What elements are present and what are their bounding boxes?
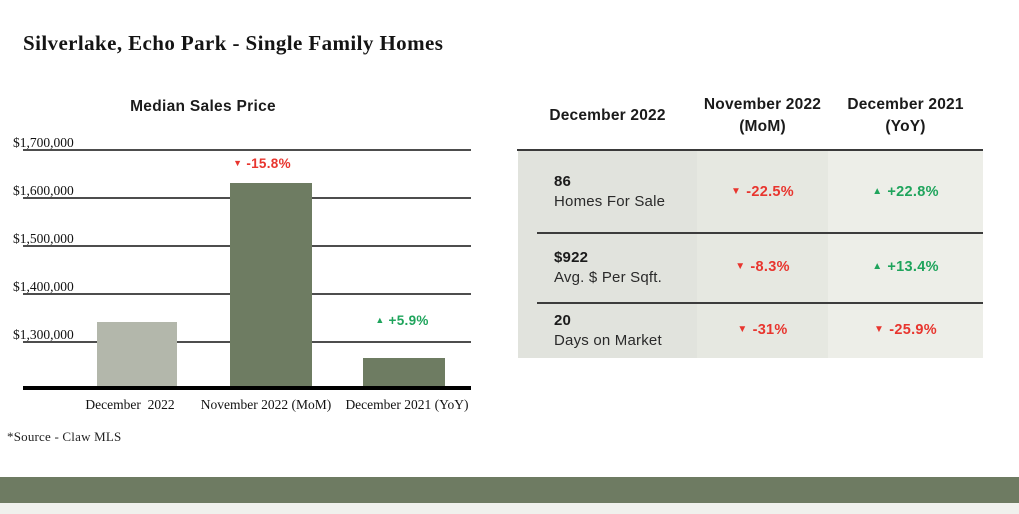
source-note: *Source - Claw MLS [7,429,122,444]
table-row-avg-per-sqft: $922 Avg. $ Per Sqft. ▼ -8.3% ▲ +13.4% [518,232,983,302]
mom-change-value: -8.3% [750,259,790,275]
table-header-line1: November 2022 [703,96,822,113]
arrow-down-icon: ▼ [233,158,243,168]
mom-change-cell: ▼ -8.3% [697,232,828,302]
mom-change-cell: ▼ -22.5% [697,151,828,232]
x-axis-baseline [23,386,471,390]
x-axis-label-november-2022-mom: November 2022 (MoM) [200,397,332,412]
yoy-change: ▲ +13.4% [872,259,939,275]
table-header-november-2022: November 2022 (MoM) [697,86,828,146]
y-axis-tick-label: $1,400,000 [13,279,74,294]
yoy-change-cell: ▲ +13.4% [828,232,983,302]
x-axis-label-december-2021-yoy: December 2021 (YoY) [345,397,469,412]
table-header-line2: (MoM) [739,118,786,135]
arrow-up-icon: ▲ [872,185,883,197]
metric-cell-avg-per-sqft: $922 Avg. $ Per Sqft. [518,232,697,302]
bar-november-2022-mom [230,182,312,390]
stats-table-header: December 2022 November 2022 (MoM) December … [518,86,983,146]
row-separator [537,302,983,304]
metric-value: $922 [554,248,589,266]
yoy-change-cell: ▲ +22.8% [828,151,983,232]
arrow-down-icon: ▼ [874,324,885,335]
gridline [23,149,471,151]
change-annotation-december-2021-yoy: ▲ +5.9% [375,313,428,328]
table-column-background [828,151,983,358]
change-annotation-value: +5.9% [388,313,429,328]
arrow-up-icon: ▲ [375,315,385,325]
metric-value: 86 [554,173,572,190]
mom-change: ▼ -22.5% [731,184,794,200]
metric-label: Avg. $ Per Sqft. [554,268,662,286]
change-annotation-november-2022-mom: ▼ -15.8% [233,156,291,171]
arrow-down-icon: ▼ [737,324,748,335]
arrow-up-icon: ▲ [872,261,883,272]
metric-cell-homes-for-sale: 86 Homes For Sale [518,151,697,232]
yoy-change: ▼ -25.9% [874,322,937,338]
footer-band [0,477,1019,503]
table-top-border [517,149,983,151]
y-axis-tick-label: $1,700,000 [13,135,74,150]
table-row-homes-for-sale: 86 Homes For Sale ▼ -22.5% ▲ +22.8% [518,151,983,232]
arrow-down-icon: ▼ [735,261,746,272]
yoy-change-value: +22.8% [887,183,939,200]
row-separator [537,232,983,234]
y-axis-tick-label: $1,500,000 [13,231,74,246]
mom-change: ▼ -31% [737,322,787,338]
metric-value: 20 [554,311,572,329]
metric-label: Days on Market [554,331,662,349]
table-header-line2: (YoY) [885,118,926,135]
footer-strip [0,503,1019,514]
table-header-december-2021: December 2021 (YoY) [828,86,983,146]
bar-december-2021-yoy [363,357,445,390]
mom-change-value: -22.5% [746,183,794,200]
metric-label: Homes For Sale [554,193,666,210]
yoy-change: ▲ +22.8% [872,184,939,200]
mom-change-cell: ▼ -31% [697,302,828,358]
chart-title: Median Sales Price [130,98,276,115]
y-axis-tick-label: $1,600,000 [13,183,74,198]
table-column-background [697,151,828,358]
table-column-background [518,151,697,358]
x-axis-label-december-2022: December 2022 [85,397,175,412]
change-annotation-value: -15.8% [246,156,291,171]
table-header-line1: December 2021 [847,96,964,113]
bar-december-2022 [97,321,177,390]
yoy-change-cell: ▼ -25.9% [828,302,983,358]
metric-cell-days-on-market: 20 Days on Market [518,302,697,358]
mom-change-value: -31% [752,322,788,338]
y-axis-tick-label: $1,300,000 [13,327,74,342]
mom-change: ▼ -8.3% [735,259,790,275]
table-header-december-2022: December 2022 [518,86,697,146]
page-title: Silverlake, Echo Park - Single Family Ho… [23,31,444,55]
stats-table: 86 Homes For Sale ▼ -22.5% ▲ +22.8% $922 Avg. $… [518,151,983,358]
arrow-down-icon: ▼ [731,185,742,197]
table-row-days-on-market: 20 Days on Market ▼ -31% ▼ -25.9% [518,302,983,358]
median-sales-price-chart: Median Sales Price $1,700,000 $1,600,000 $… [0,88,500,418]
table-header-line1: December 2022 [549,107,666,124]
yoy-change-value: +13.4% [887,259,939,275]
yoy-change-value: -25.9% [889,322,937,338]
